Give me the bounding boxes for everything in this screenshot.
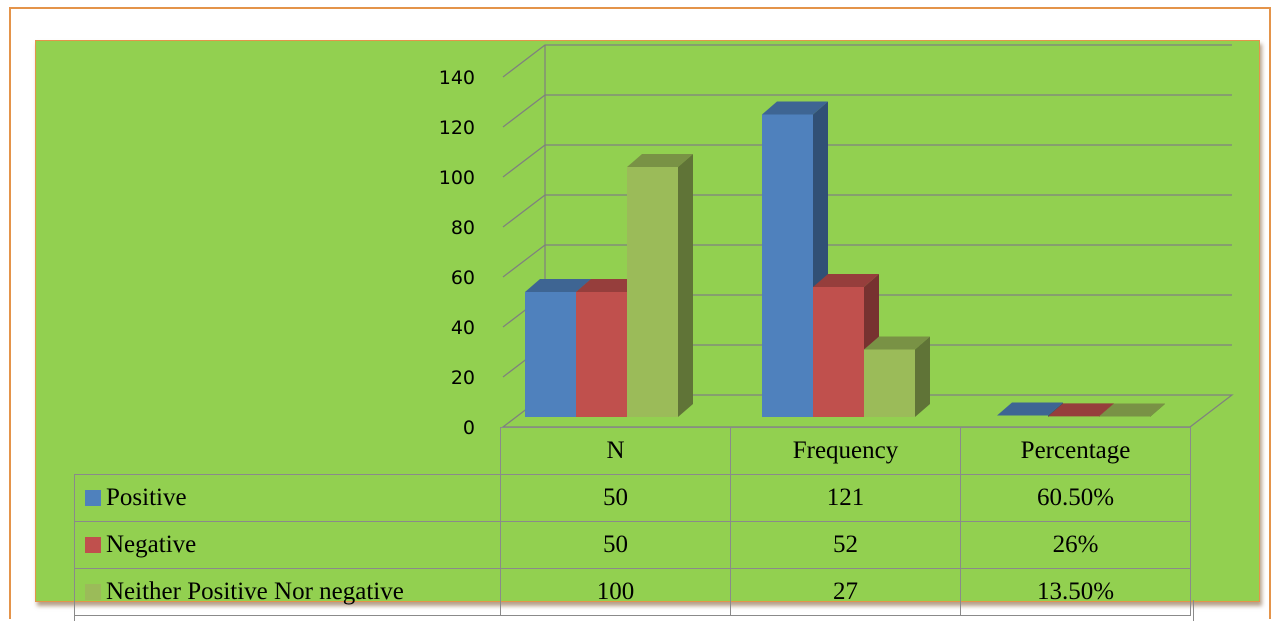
- legend-entry: Negative: [74, 521, 501, 569]
- category-label: N: [500, 427, 731, 475]
- category-label: Percentage: [960, 427, 1191, 475]
- y-tick-label: 60: [451, 267, 475, 289]
- y-tick-label: 40: [451, 317, 475, 339]
- legend-entry: Positive: [74, 474, 501, 522]
- legend-key-positive: [85, 490, 101, 506]
- y-tick-label: 20: [451, 367, 475, 389]
- table-cell: 60.50%: [960, 474, 1191, 522]
- category-label: Frequency: [730, 427, 961, 475]
- gridline: [502, 94, 1232, 128]
- table-row-negative: Negative 50 52 26%: [74, 521, 1191, 569]
- data-table: N Frequency Percentage Positive 50 121 6…: [74, 427, 1191, 616]
- table-cell: 121: [730, 474, 961, 522]
- legend-key-negative: [85, 537, 101, 553]
- gridline: [502, 244, 1232, 278]
- series-name: Positive: [106, 484, 187, 511]
- bar-frequency-3: [864, 336, 930, 417]
- gridline: [502, 144, 1232, 178]
- table-header-row: N Frequency Percentage: [75, 427, 1191, 475]
- y-tick-label: 0: [463, 417, 475, 439]
- table-row-positive: Positive 50 121 60.50%: [74, 474, 1191, 522]
- y-tick-label: 100: [439, 167, 475, 189]
- table-corner: [75, 428, 501, 475]
- outer-frame: [9, 7, 1271, 619]
- y-tick-label: 120: [439, 117, 475, 139]
- table-cell: 50: [500, 521, 731, 569]
- legend-entry: Neither Positive Nor negative: [74, 568, 501, 616]
- table-cell: 26%: [960, 521, 1191, 569]
- table-cell: 52: [730, 521, 961, 569]
- legend-key-neither: [85, 584, 101, 600]
- table-cell: 50: [500, 474, 731, 522]
- gridline: [502, 194, 1232, 228]
- y-tick-label: 80: [451, 217, 475, 239]
- bar-percentage-3: [1099, 403, 1165, 417]
- bar-n-3: [627, 154, 693, 417]
- table-row-neither: Neither Positive Nor negative 100 27 13.…: [74, 568, 1191, 616]
- bar-frequency-1: [762, 101, 828, 417]
- table-cell: 13.50%: [960, 568, 1191, 616]
- table-cell: 100: [500, 568, 731, 616]
- y-axis-ticks: 0 20 40 60 80 100 120 140: [439, 67, 475, 439]
- series-name: Neither Positive Nor negative: [106, 578, 404, 605]
- table-cell: 27: [730, 568, 961, 616]
- series-name: Negative: [106, 531, 197, 558]
- y-tick-label: 140: [439, 67, 475, 89]
- bars: [525, 101, 1165, 417]
- gridline: [502, 44, 1232, 78]
